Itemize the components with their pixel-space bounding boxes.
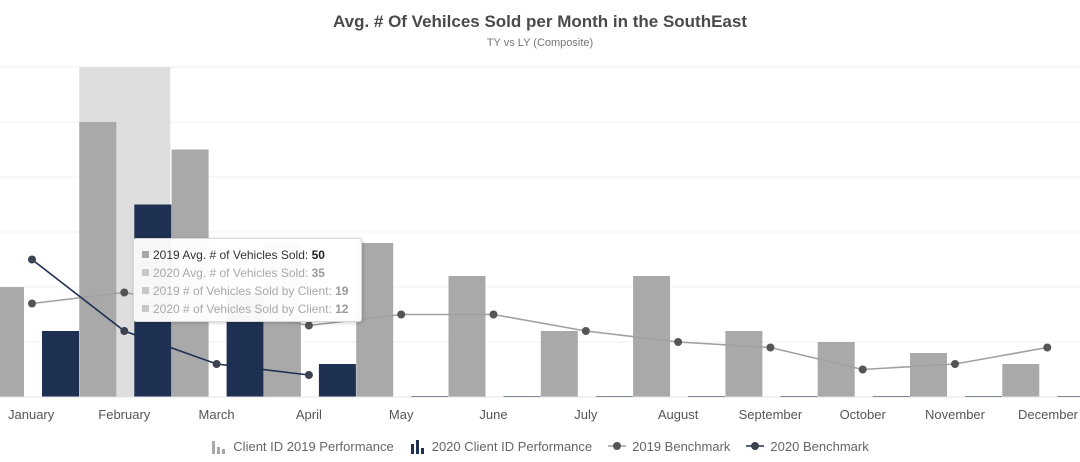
- benchmark-2019-point: [397, 310, 406, 319]
- tooltip-value: 35: [311, 266, 325, 280]
- legend-item-benchmark-2020[interactable]: 2020 Benchmark: [746, 438, 869, 454]
- tooltip-label: 2020 Avg. # of Vehicles Sold:: [153, 266, 309, 280]
- benchmark-2020-point: [304, 371, 313, 379]
- bar-2019: [540, 331, 578, 397]
- tooltip-label: 2019 Avg. # of Vehicles Sold:: [153, 248, 309, 262]
- tooltip-swatch: [142, 305, 149, 312]
- benchmark-2019-point: [120, 288, 129, 297]
- x-tick-label: February: [98, 407, 151, 422]
- benchmark-2019-point: [674, 338, 683, 346]
- legend-item-client-2020[interactable]: 2020 Client ID Performance: [410, 438, 592, 454]
- tooltip-label: 2019 # of Vehicles Sold by Client:: [153, 284, 332, 298]
- tooltip-row: 2019 Avg. # of Vehicles Sold: 50: [142, 246, 353, 264]
- bar-2019: [633, 276, 671, 397]
- legend: Client ID 2019 Performance 2020 Client I…: [0, 436, 1080, 456]
- x-tick-label: August: [658, 407, 699, 422]
- x-tick-label: April: [296, 407, 322, 422]
- x-tick-label: October: [840, 407, 887, 422]
- bar-2019: [817, 342, 855, 397]
- tooltip: 2019 Avg. # of Vehicles Sold: 50 2020 Av…: [133, 238, 362, 322]
- benchmark-2020-line: [31, 258, 309, 376]
- tooltip-label: 2020 # of Vehicles Sold by Client:: [153, 302, 332, 316]
- line-series-icon: [608, 442, 627, 450]
- benchmark-2019-point: [766, 343, 775, 352]
- tooltip-row: 2019 # of Vehicles Sold by Client: 19: [142, 282, 353, 300]
- tooltip-row: 2020 Avg. # of Vehicles Sold: 35: [142, 264, 353, 282]
- bar-2020: [42, 331, 79, 397]
- benchmark-2020-point: [28, 255, 36, 264]
- bar-series-icon: [212, 441, 226, 454]
- x-tick-label: January: [8, 407, 55, 422]
- chart-title: Avg. # Of Vehilces Sold per Month in the…: [332, 12, 748, 31]
- benchmark-2019-point: [304, 321, 313, 330]
- x-tick-label: June: [479, 407, 507, 422]
- x-tick-label: July: [574, 407, 598, 422]
- bar-2019: [0, 287, 24, 397]
- chart-subtitle: TY vs LY (Composite): [486, 37, 594, 49]
- tooltip-row: 2020 # of Vehicles Sold by Client: 12: [142, 300, 353, 318]
- legend-label: 2019 Benchmark: [632, 438, 731, 454]
- benchmark-2019-point: [489, 310, 498, 319]
- benchmark-2020-point: [120, 327, 129, 335]
- bar-2020: [318, 364, 356, 397]
- tooltip-swatch: [142, 251, 149, 258]
- legend-item-benchmark-2019[interactable]: 2019 Benchmark: [608, 439, 730, 454]
- x-tick-label: May: [389, 407, 414, 422]
- x-tick-label: March: [199, 407, 235, 422]
- bar-2019: [910, 353, 947, 397]
- benchmark-2019-point: [581, 327, 590, 335]
- tooltip-value: 19: [335, 284, 349, 298]
- benchmark-2019-point: [28, 299, 36, 308]
- bar-2019: [1002, 364, 1040, 397]
- bar-2019: [725, 331, 763, 397]
- x-tick-label: December: [1018, 407, 1079, 422]
- tooltip-swatch: [142, 269, 149, 276]
- legend-label: Client ID 2019 Performance: [233, 438, 394, 454]
- benchmark-2019-point: [1043, 343, 1052, 352]
- tooltip-swatch: [142, 287, 149, 294]
- bar-series-icon: [410, 440, 424, 454]
- bar-2019: [356, 243, 394, 397]
- x-tick-label: September: [739, 407, 803, 422]
- x-tick-label: November: [925, 407, 986, 422]
- legend-label: 2020 Client ID Performance: [431, 438, 593, 454]
- tooltip-value: 50: [311, 248, 325, 262]
- legend-item-client-2019[interactable]: Client ID 2019 Performance: [211, 438, 394, 454]
- bar-2019: [79, 122, 117, 397]
- bar-2019: [448, 276, 486, 397]
- benchmark-2019-point: [858, 365, 867, 374]
- legend-label: 2020 Benchmark: [770, 438, 869, 454]
- benchmark-2020-point: [212, 360, 221, 368]
- benchmark-2019-point: [951, 360, 959, 368]
- line-series-icon: [746, 442, 765, 450]
- tooltip-value: 12: [335, 302, 349, 316]
